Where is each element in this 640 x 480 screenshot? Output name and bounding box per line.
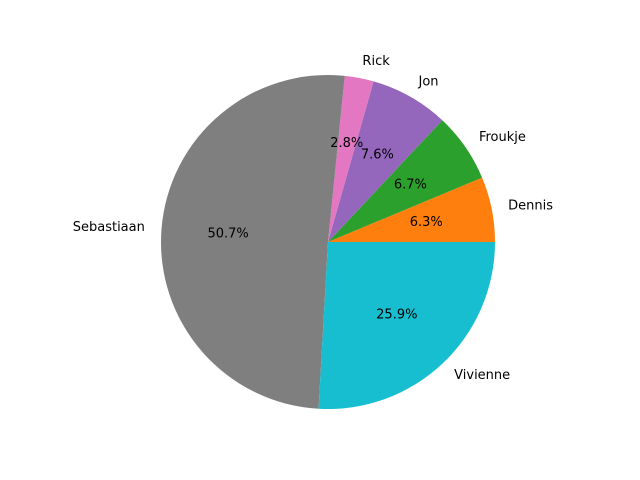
slice-label-sebastiaan: Sebastiaan [73, 220, 145, 235]
pie-slice-vivienne [318, 242, 495, 409]
pie-slice-sebastiaan [161, 75, 345, 409]
percent-label-dennis: 6.3% [410, 215, 443, 230]
pie-slice-rick [328, 75, 374, 243]
slice-label-rick: Rick [362, 54, 390, 69]
pie-labels: Dennis 6.3% Froukje 6.7% Jon 7.6% Rick 2.8% Seba… [73, 54, 553, 383]
percent-label-vivienne: 25.9% [376, 307, 417, 322]
percent-label-froukje: 6.7% [394, 177, 427, 192]
percent-label-rick: 2.8% [330, 136, 363, 151]
slice-label-dennis: Dennis [508, 198, 553, 213]
pie-slice-dennis [328, 177, 496, 242]
slice-label-jon: Jon [418, 75, 439, 90]
pie-slice-jon [328, 81, 443, 243]
slice-label-froukje: Froukje [479, 130, 526, 145]
percent-label-sebastiaan: 50.7% [207, 227, 248, 242]
pie-slices [161, 75, 496, 409]
percent-label-jon: 7.6% [361, 147, 394, 162]
pie-slice-froukje [328, 120, 483, 242]
slice-label-vivienne: Vivienne [454, 368, 510, 383]
